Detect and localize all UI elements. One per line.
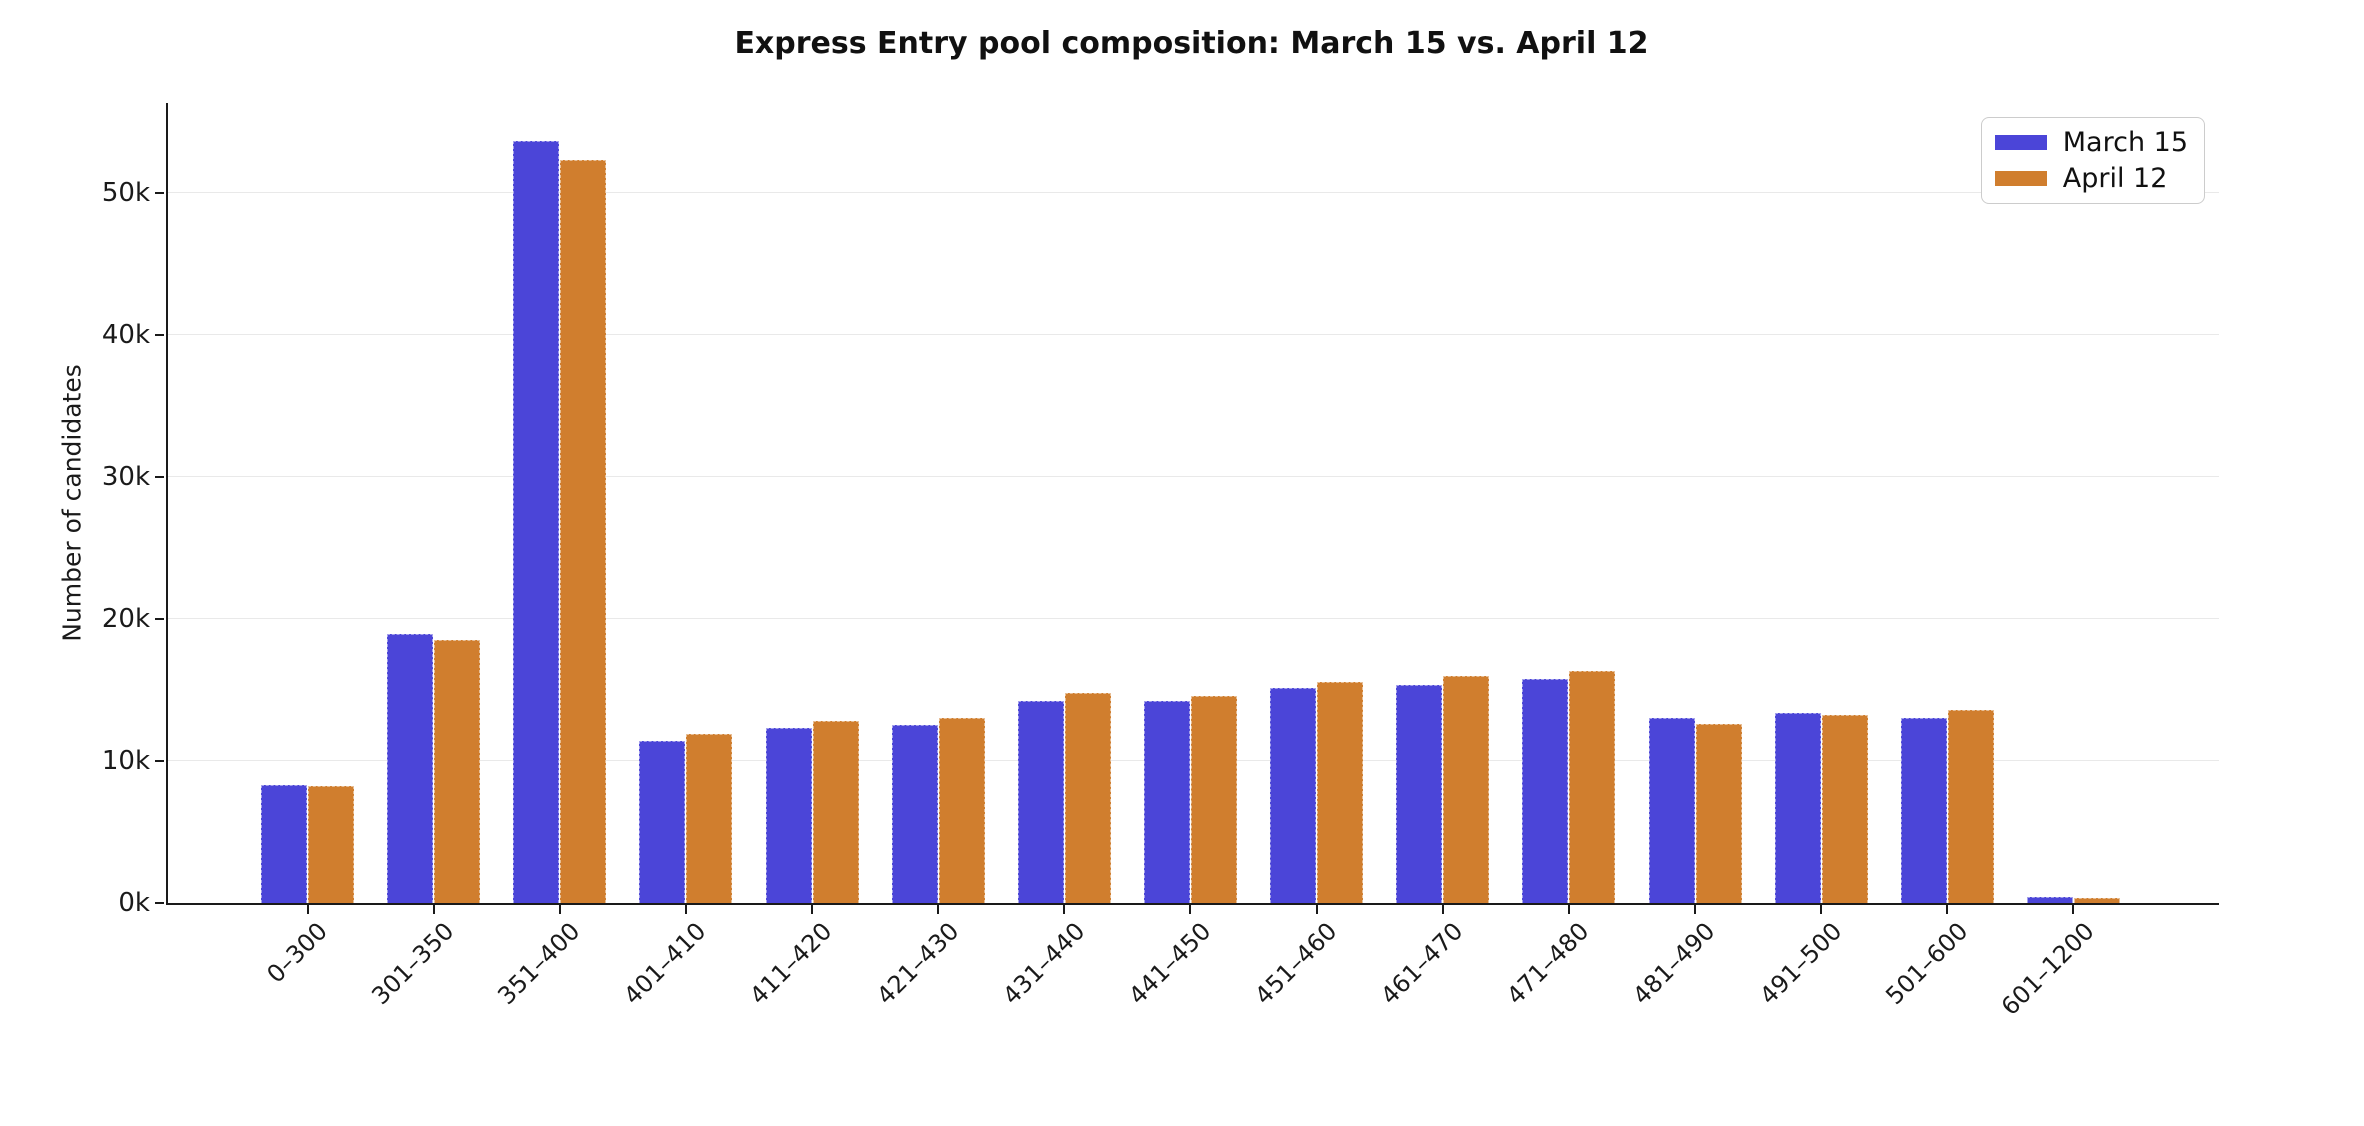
x-tick bbox=[1694, 905, 1697, 914]
bar-march-15-451–460 bbox=[1270, 687, 1317, 903]
bar-march-15-351–400 bbox=[513, 141, 560, 903]
x-tick bbox=[558, 905, 561, 914]
chart-title: Express Entry pool composition: March 15… bbox=[734, 26, 1649, 61]
x-tick-label: 351–400 bbox=[492, 917, 586, 1011]
x-tick bbox=[2072, 905, 2075, 914]
x-tick bbox=[811, 905, 814, 914]
bar-march-15-411–420 bbox=[765, 728, 812, 903]
x-tick bbox=[1820, 905, 1823, 914]
x-tick-label: 301–350 bbox=[366, 917, 460, 1011]
y-tick-label: 40k bbox=[101, 319, 150, 350]
bar-april-12-601–1200 bbox=[2073, 898, 2120, 903]
x-tick-label: 421–430 bbox=[870, 917, 964, 1011]
bar-april-12-401–410 bbox=[686, 733, 733, 903]
x-tick-label: 451–460 bbox=[1249, 917, 1343, 1011]
legend-item-march-15: March 15 bbox=[1994, 127, 2188, 158]
x-tick-label: 461–470 bbox=[1375, 917, 1469, 1011]
bar-march-15-431–440 bbox=[1017, 700, 1064, 903]
bar-march-15-501–600 bbox=[1900, 717, 1947, 903]
bar-march-15-491–500 bbox=[1774, 712, 1821, 903]
y-tick bbox=[155, 759, 164, 762]
legend-swatch-april-12 bbox=[1994, 171, 2047, 186]
y-tick-label: 20k bbox=[101, 603, 150, 634]
bar-april-12-481–490 bbox=[1695, 723, 1742, 903]
y-tick bbox=[155, 475, 164, 478]
y-tick-label: 30k bbox=[101, 461, 150, 492]
bar-march-15-471–480 bbox=[1522, 678, 1569, 903]
x-tick-label: 411–420 bbox=[744, 917, 838, 1011]
gridline bbox=[168, 475, 2219, 477]
bar-april-12-471–480 bbox=[1569, 671, 1616, 903]
y-tick-label: 50k bbox=[101, 177, 150, 208]
y-tick-label: 0k bbox=[118, 888, 150, 918]
bar-march-15-421–430 bbox=[891, 725, 938, 903]
legend-swatch-march-15 bbox=[1994, 135, 2047, 150]
bar-march-15-301–350 bbox=[387, 634, 434, 903]
x-tick-label: 431–440 bbox=[997, 917, 1091, 1011]
bar-march-15-481–490 bbox=[1648, 718, 1695, 903]
bar-april-12-411–420 bbox=[812, 721, 859, 903]
x-tick bbox=[684, 905, 687, 914]
x-tick bbox=[306, 905, 309, 914]
x-tick-label: 0–300 bbox=[261, 917, 334, 989]
bar-april-12-0–300 bbox=[308, 786, 354, 903]
bar-march-15-461–470 bbox=[1396, 684, 1443, 903]
bar-april-12-501–600 bbox=[1947, 709, 1994, 903]
bar-april-12-491–500 bbox=[1821, 715, 1868, 903]
x-tick bbox=[1946, 905, 1949, 914]
x-tick bbox=[1441, 905, 1444, 914]
y-axis-label: Number of candidates bbox=[57, 364, 87, 642]
plot-area: 0k 10k 20k 30k 40k 50k 0–300 301–350 351–400 401–… bbox=[102, 103, 2219, 1021]
bar-march-15-401–410 bbox=[639, 741, 686, 903]
bar-march-15-0–300 bbox=[261, 785, 307, 903]
x-tick bbox=[1063, 905, 1066, 914]
x-tick-label: 471–480 bbox=[1501, 917, 1595, 1011]
x-tick-label: 401–410 bbox=[618, 917, 712, 1011]
x-tick bbox=[432, 905, 435, 914]
gridline bbox=[168, 191, 2219, 193]
bar-april-12-351–400 bbox=[560, 159, 607, 903]
x-tick-label: 481–490 bbox=[1627, 917, 1721, 1011]
legend-item-april-12: April 12 bbox=[1994, 163, 2188, 194]
x-tick bbox=[937, 905, 940, 914]
x-tick bbox=[1315, 905, 1318, 914]
bar-march-15-441–450 bbox=[1143, 700, 1190, 903]
x-tick bbox=[1567, 905, 1570, 914]
bar-april-12-301–350 bbox=[434, 640, 481, 903]
x-tick-label: 501–600 bbox=[1880, 917, 1974, 1011]
legend-label-april-12: April 12 bbox=[2062, 163, 2168, 194]
y-tick bbox=[155, 617, 164, 620]
x-tick-label: 601–1200 bbox=[1995, 917, 2100, 1021]
y-tick bbox=[155, 902, 164, 904]
bar-april-12-461–470 bbox=[1443, 675, 1490, 903]
y-tick bbox=[155, 333, 164, 336]
legend: March 15 April 12 bbox=[1980, 117, 2205, 204]
y-tick bbox=[155, 191, 164, 194]
x-tick-label: 491–500 bbox=[1753, 917, 1847, 1011]
x-tick bbox=[1189, 905, 1192, 914]
legend-label-march-15: March 15 bbox=[2062, 127, 2188, 158]
y-tick-label: 10k bbox=[101, 745, 150, 776]
bar-april-12-451–460 bbox=[1317, 682, 1364, 903]
gridline bbox=[168, 333, 2219, 335]
bar-march-15-601–1200 bbox=[2026, 897, 2073, 903]
bar-april-12-441–450 bbox=[1190, 695, 1237, 903]
x-tick-label: 441–450 bbox=[1123, 917, 1217, 1011]
gridline bbox=[168, 617, 2219, 619]
bar-april-12-431–440 bbox=[1064, 693, 1111, 903]
bar-april-12-421–430 bbox=[938, 718, 985, 903]
